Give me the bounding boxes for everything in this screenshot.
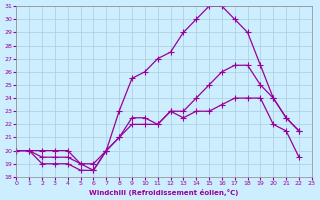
X-axis label: Windchill (Refroidissement éolien,°C): Windchill (Refroidissement éolien,°C)	[89, 189, 239, 196]
